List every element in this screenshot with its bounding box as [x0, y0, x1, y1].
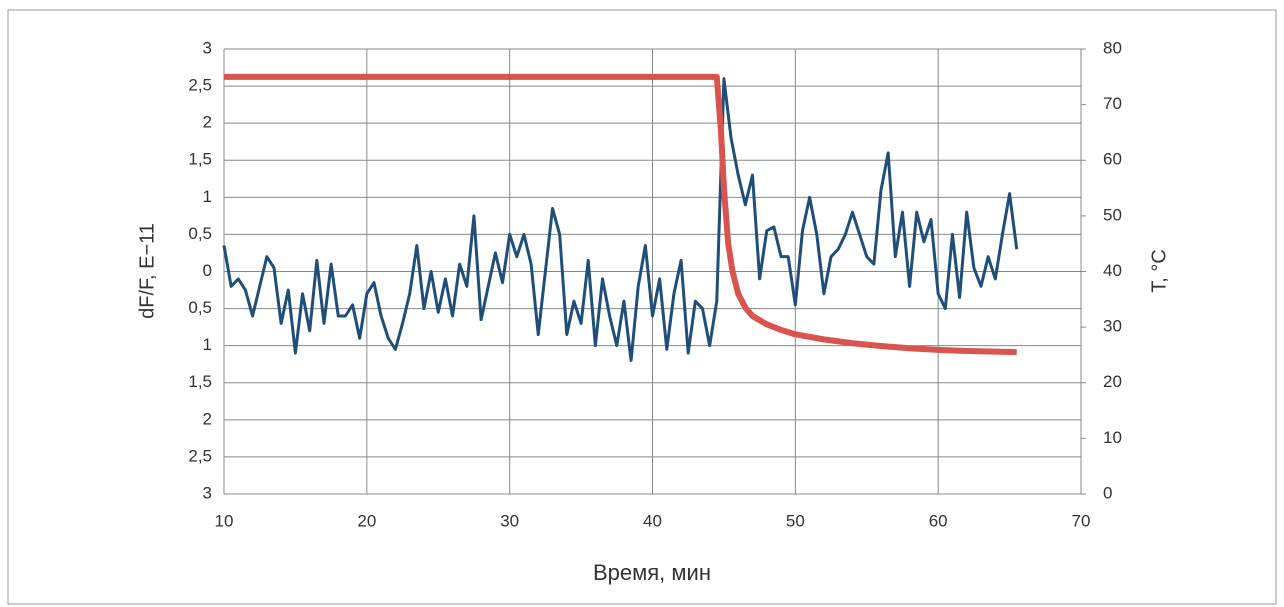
- y2-axis-title: T, °C: [1148, 249, 1170, 293]
- y-tick-label: 0,5: [188, 224, 212, 243]
- y2-tick-label: 60: [1103, 150, 1122, 169]
- y2-tick-label: 40: [1103, 261, 1122, 280]
- y-tick-label: 3: [203, 38, 212, 57]
- x-axis-title: Время, мин: [593, 560, 711, 585]
- y2-tick-label: 50: [1103, 205, 1122, 224]
- x-tick-label: 50: [786, 511, 805, 530]
- x-tick-label: 40: [643, 511, 662, 530]
- x-tick-label: 30: [500, 511, 519, 530]
- data-line: [224, 73, 1017, 356]
- y-tick-label: 2: [203, 113, 212, 132]
- x-tick-label: 10: [215, 511, 234, 530]
- y-tick-label: 2,5: [188, 76, 212, 95]
- y2-tick-label: 30: [1103, 317, 1122, 336]
- y-tick-label: 1,5: [188, 372, 212, 391]
- y-tick-label: 1: [203, 187, 212, 206]
- y-tick-label: 0,5: [188, 298, 212, 317]
- x-tick-label: 20: [357, 511, 376, 530]
- data-line: [222, 77, 1019, 362]
- y2-tick-label: 80: [1103, 38, 1122, 57]
- y-tick-label: 1: [203, 335, 212, 354]
- y-tick-label: 3: [203, 483, 212, 502]
- y2-tick-label: 70: [1103, 94, 1122, 113]
- y-tick-label: 0: [203, 261, 212, 280]
- y2-tick-label: 0: [1103, 483, 1112, 502]
- y2-tick-label: 10: [1103, 428, 1122, 447]
- y-tick-label: 1,5: [188, 150, 212, 169]
- frame: [7, 9, 1277, 605]
- y-tick-label: 2,5: [188, 446, 212, 465]
- y2-tick-label: 20: [1103, 372, 1122, 391]
- x-tick-label: 60: [929, 511, 948, 530]
- y-axis-title: dF/F, E−11: [136, 223, 158, 319]
- y-tick-label: 2: [203, 409, 212, 428]
- x-tick-label: 70: [1072, 511, 1091, 530]
